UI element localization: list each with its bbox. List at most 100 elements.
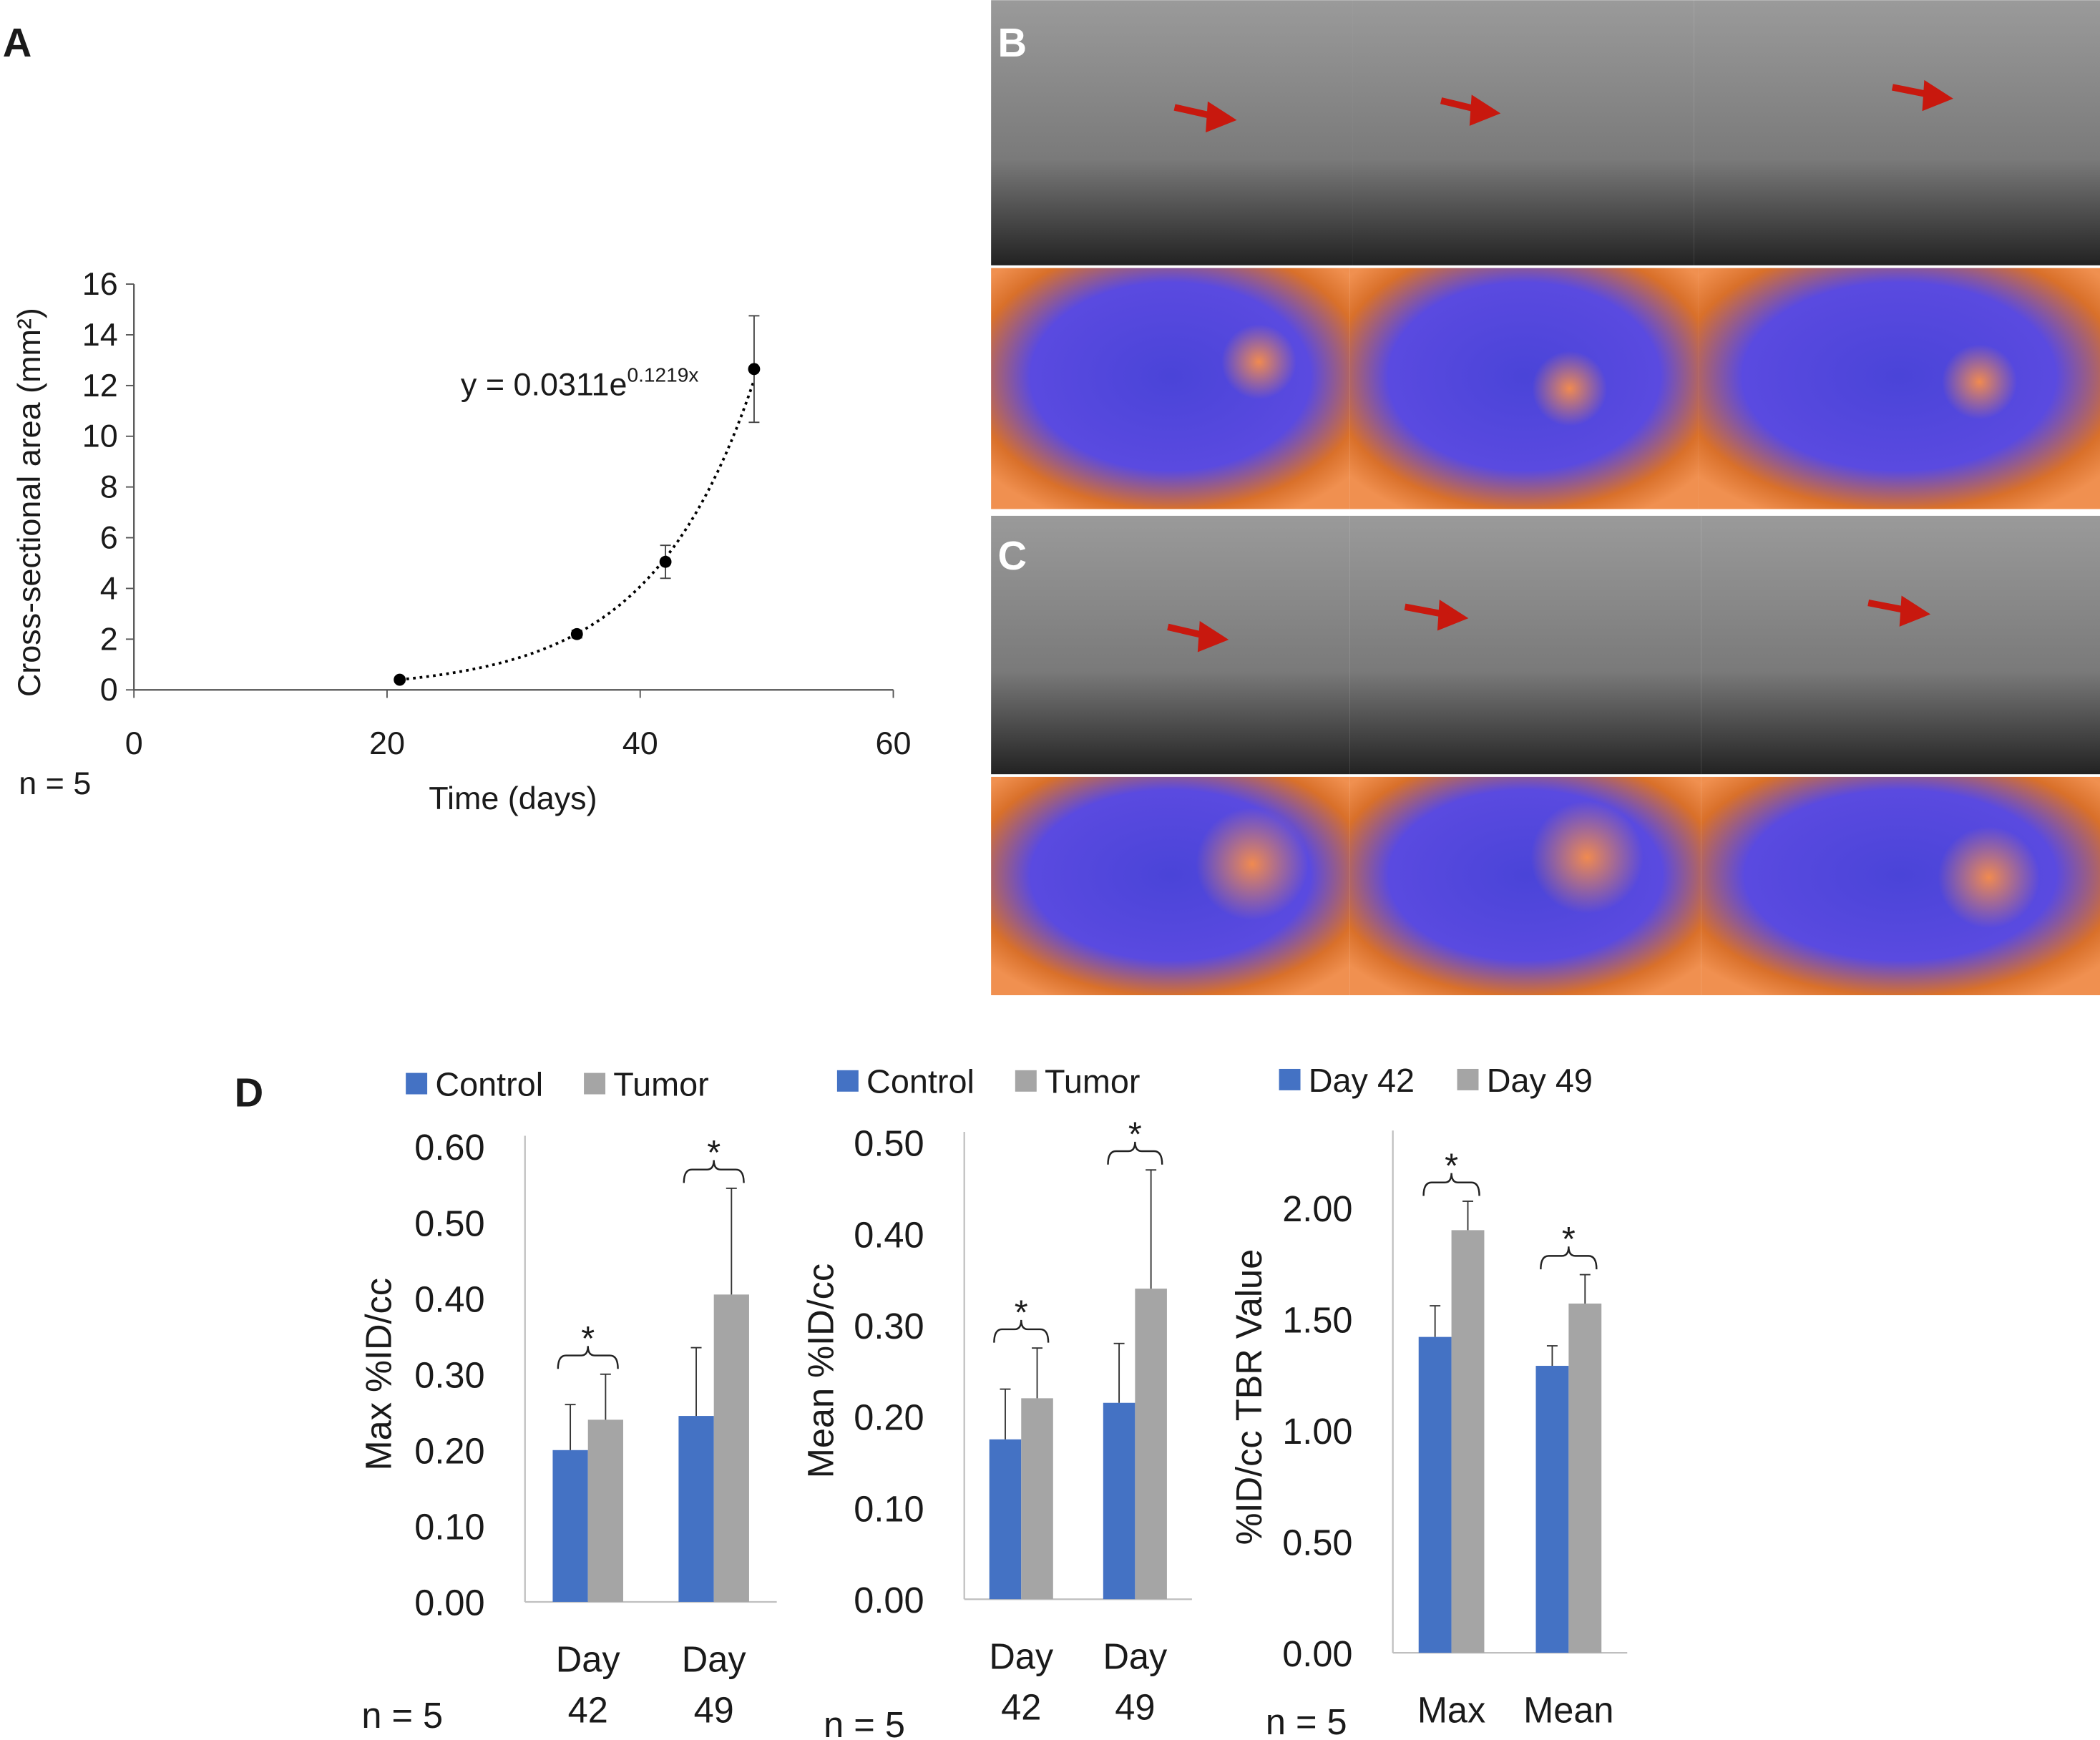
bar <box>1535 1366 1569 1653</box>
hotspot <box>1530 801 1644 914</box>
y-tick-label: 0.00 <box>1282 1633 1352 1674</box>
panel-label: A <box>3 20 32 65</box>
legend-label: Day 49 <box>1487 1062 1593 1099</box>
mri-image <box>1694 0 2100 265</box>
legend-label: Day 42 <box>1309 1062 1415 1099</box>
arrows <box>1167 79 1953 652</box>
mri-image <box>991 515 1350 775</box>
bar <box>713 1294 749 1602</box>
x-tick-label: Day 42 <box>556 1638 621 1730</box>
significance: * <box>707 1133 721 1172</box>
point <box>394 673 406 686</box>
bar <box>1568 1303 1602 1653</box>
legend-swatch <box>406 1072 428 1095</box>
legend-label: Control <box>435 1065 543 1103</box>
significance: * <box>581 1319 595 1358</box>
point <box>570 627 583 640</box>
x-tick-label: Day 42 <box>989 1636 1054 1728</box>
significance: * <box>1128 1115 1142 1154</box>
point <box>659 555 672 568</box>
hotspot <box>1938 826 2040 929</box>
y-tick-label: 16 <box>82 265 118 302</box>
y-tick-label: 0.10 <box>414 1507 484 1548</box>
note: n = 5 <box>1266 1701 1347 1740</box>
point <box>748 363 761 376</box>
bar <box>552 1450 588 1602</box>
x-axis-label: Time (days) <box>429 780 597 816</box>
y-tick-label: 0.10 <box>854 1488 924 1529</box>
trend-exponent: 0.1219x <box>627 364 699 386</box>
y-tick-label: 0.50 <box>1282 1522 1352 1563</box>
y-tick-label: 1.50 <box>1282 1299 1352 1340</box>
mri-image <box>991 0 1353 265</box>
panel-label: C <box>997 533 1027 578</box>
bar <box>587 1419 623 1602</box>
x-tick-label: Max <box>1417 1689 1485 1730</box>
legend-label: Control <box>866 1063 975 1100</box>
note: n = 5 <box>19 765 91 801</box>
bracket <box>993 1319 1050 1343</box>
hotspot <box>1942 344 2017 420</box>
y-axis-label: Max %ID/cc <box>358 1278 399 1470</box>
hotspot <box>1196 807 1309 921</box>
bar <box>1451 1230 1485 1653</box>
image-grid: B C <box>991 0 2100 996</box>
bar <box>1103 1402 1136 1600</box>
y-axis-label: %ID/cc TBR Value <box>1229 1249 1269 1545</box>
y-tick-label: 0.20 <box>854 1397 924 1438</box>
bar <box>1135 1289 1167 1600</box>
x-tick-label: Mean <box>1523 1689 1613 1730</box>
y-tick-label: 0.40 <box>854 1214 924 1255</box>
note: n = 5 <box>824 1704 905 1740</box>
pet-image <box>1698 268 2100 509</box>
significance: * <box>1562 1220 1576 1258</box>
y-tick-label: 12 <box>82 367 118 404</box>
mri-image <box>1349 515 1701 775</box>
legend-label: Tumor <box>1045 1063 1140 1100</box>
y-tick-label: 0 <box>100 671 118 708</box>
legend-label: Tumor <box>613 1065 708 1103</box>
mri-image <box>1701 515 2100 775</box>
trend-label: y = 0.0311e <box>461 366 627 402</box>
mri-image <box>1352 0 1694 265</box>
significance: * <box>1445 1146 1458 1185</box>
legend-swatch <box>584 1072 606 1095</box>
x-tick-label: Day 49 <box>1103 1636 1168 1728</box>
legend-swatch <box>1457 1068 1479 1090</box>
y-tick-label: 6 <box>100 519 118 556</box>
panel-label: D <box>235 1070 264 1115</box>
bracket <box>683 1160 745 1183</box>
x-tick-label: 20 <box>369 725 405 761</box>
y-tick-label: 0.40 <box>414 1279 484 1319</box>
y-tick-label: 2.00 <box>1282 1188 1352 1229</box>
pet-image <box>1701 776 2100 996</box>
hotspot <box>1221 324 1296 400</box>
pet-image <box>1349 776 1701 996</box>
pet-image <box>1349 268 1699 509</box>
y-tick-label: 1.00 <box>1282 1411 1352 1452</box>
y-axis-label: Mean %ID/cc <box>800 1264 841 1478</box>
annotation: y = 0.0311e0.1219x <box>461 364 699 403</box>
y-tick-label: 8 <box>100 469 118 505</box>
y-tick-label: 14 <box>82 316 118 353</box>
y-tick-label: 0.00 <box>414 1583 484 1623</box>
y-tick-label: 0.60 <box>414 1127 484 1168</box>
legend-swatch <box>836 1070 859 1092</box>
y-tick-label: 10 <box>82 418 118 454</box>
x-tick-label: Day 49 <box>682 1638 747 1730</box>
y-tick-label: 0.50 <box>854 1123 924 1164</box>
y-tick-label: 0.30 <box>414 1354 484 1395</box>
bar <box>1418 1336 1452 1653</box>
bar <box>1021 1398 1053 1600</box>
x-tick-label: 0 <box>125 725 143 761</box>
y-tick-label: 0.50 <box>414 1203 484 1243</box>
y-tick-label: 2 <box>100 620 118 657</box>
hotspot <box>1532 351 1608 426</box>
significance: * <box>1015 1293 1028 1331</box>
y-tick-label: 4 <box>100 570 118 606</box>
y-tick-label: 0.00 <box>854 1580 924 1621</box>
legend-swatch <box>1279 1068 1301 1090</box>
bar <box>989 1439 1022 1600</box>
